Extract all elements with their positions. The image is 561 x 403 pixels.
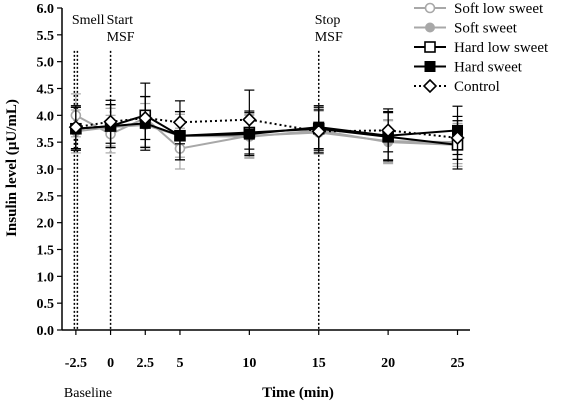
legend: Soft low sweet Soft sweet Hard low sweet Ha… <box>414 1 549 95</box>
x-tick-label: 20 <box>381 356 395 371</box>
y-tick-label: 6.0 <box>37 2 55 17</box>
y-tick-label: 0.5 <box>37 297 55 312</box>
marker-circle-open <box>424 2 436 14</box>
marker-diamond-open <box>450 130 465 146</box>
legend-label: Soft sweet <box>454 21 518 37</box>
y-tick-label: 1.0 <box>37 270 55 285</box>
legend-label: Hard low sweet <box>454 40 549 56</box>
marker-square-open <box>424 41 436 53</box>
marker-diamond-open <box>172 115 188 130</box>
y-tick-label: 4.5 <box>37 83 55 98</box>
marker-square-filled <box>424 61 436 72</box>
event-annotation-line: Stop <box>315 13 341 28</box>
y-tick-label: 3.5 <box>37 136 55 151</box>
axes: 0.0 0.5 1.0 1.5 2.0 2.5 3.0 3.5 4.0 4.5 5.0 5.5 6.0 -… <box>37 2 470 371</box>
y-tick-label: 4.0 <box>37 109 55 124</box>
y-tick-label: 5.5 <box>37 29 55 44</box>
legend-item: Hard low sweet <box>414 40 549 56</box>
x-tick-label: -2.5 <box>65 356 87 371</box>
x-tick-label: 10 <box>242 356 256 371</box>
series-line <box>75 122 458 137</box>
y-axis-title: Insulin level (µU/mL) <box>4 99 20 237</box>
event-annotation: Start MSF <box>107 13 135 45</box>
marker-diamond-open <box>103 114 118 129</box>
x-tick-label: 15 <box>312 356 326 371</box>
y-tick-label: 2.5 <box>37 190 55 205</box>
event-annotation-line: MSF <box>315 30 343 45</box>
marker-diamond-open <box>68 120 84 135</box>
legend-item: Hard sweet <box>414 60 523 76</box>
series-hard-sweet <box>70 95 464 161</box>
marker-diamond-open <box>422 78 438 94</box>
baseline-label: Baseline <box>64 386 112 401</box>
x-tick-label: 25 <box>451 356 465 371</box>
y-tick-label: 3.0 <box>37 163 55 178</box>
legend-label: Soft low sweet <box>454 1 544 17</box>
x-tick-label: 5 <box>176 356 183 371</box>
marker-diamond-open <box>311 124 326 139</box>
x-tick-label: 0 <box>107 356 114 371</box>
event-annotation-line: Start <box>107 13 134 28</box>
legend-item: Control <box>414 78 500 95</box>
legend-label: Hard sweet <box>454 60 523 76</box>
marker-diamond-open <box>380 123 396 138</box>
marker-circle-filled <box>425 22 435 33</box>
event-annotation-line: MSF <box>107 30 135 45</box>
x-axis-title: Time (min) <box>262 385 334 401</box>
y-tick-label: 1.5 <box>37 244 55 259</box>
marker-diamond-open <box>138 110 153 126</box>
event-annotation: Smell <box>72 13 105 28</box>
x-tick-label: 2.5 <box>137 356 155 371</box>
y-tick-label: 2.0 <box>37 217 55 232</box>
y-tick-label: 0.0 <box>37 324 55 339</box>
event-annotation-line: Smell <box>72 13 105 28</box>
series-layer <box>68 82 465 170</box>
y-tick-label: 5.0 <box>37 56 55 71</box>
series-control <box>68 89 465 160</box>
legend-label: Control <box>454 79 500 95</box>
marker-diamond-open <box>242 112 257 127</box>
legend-item: Soft low sweet <box>414 1 544 17</box>
legend-item: Soft sweet <box>414 21 518 37</box>
guide-lines: Smell Start MSF Stop MSF <box>72 13 343 330</box>
event-annotation: Stop MSF <box>315 13 343 45</box>
